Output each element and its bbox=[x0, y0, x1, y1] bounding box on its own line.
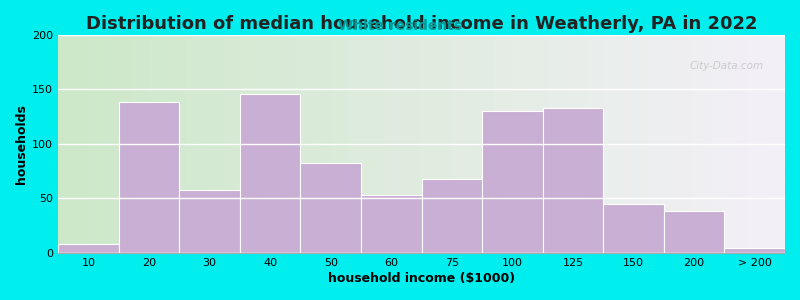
Bar bbox=[118, 102, 179, 253]
Text: City-Data.com: City-Data.com bbox=[689, 61, 763, 71]
Title: Distribution of median household income in Weatherly, PA in 2022: Distribution of median household income … bbox=[86, 15, 758, 33]
Bar bbox=[422, 179, 482, 253]
Text: White residents: White residents bbox=[338, 19, 462, 33]
Bar bbox=[58, 244, 118, 253]
Bar bbox=[301, 164, 361, 253]
Y-axis label: households: households bbox=[15, 104, 28, 184]
Bar bbox=[240, 94, 301, 253]
Bar bbox=[603, 204, 664, 253]
Bar bbox=[179, 190, 240, 253]
Bar bbox=[664, 212, 725, 253]
X-axis label: household income ($1000): household income ($1000) bbox=[328, 272, 515, 285]
Bar bbox=[725, 248, 785, 253]
Bar bbox=[361, 195, 422, 253]
Bar bbox=[482, 111, 542, 253]
Bar bbox=[542, 108, 603, 253]
